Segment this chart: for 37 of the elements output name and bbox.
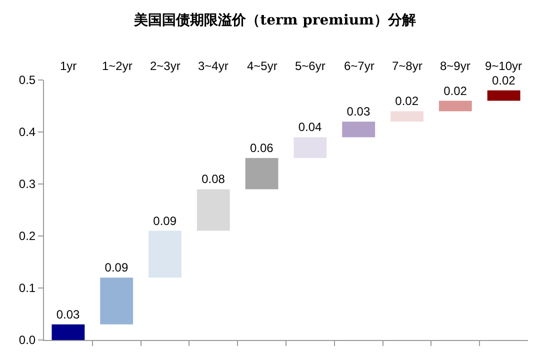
x-tick-label: 8~9yr — [440, 59, 470, 73]
x-tick-label: 7~8yr — [392, 59, 422, 73]
data-label: 0.09 — [104, 260, 128, 275]
x-tick-label: 1yr — [60, 59, 77, 73]
bar — [294, 137, 327, 158]
bar — [52, 324, 85, 340]
y-tick-label: 0.4 — [18, 125, 36, 140]
bar — [148, 230, 182, 278]
y-tick-label: 0.5 — [18, 73, 36, 88]
y-tick-label: 0.2 — [18, 229, 36, 244]
x-tick-label: 3~4yr — [198, 59, 228, 73]
x-tick-label: 5~6yr — [295, 59, 326, 73]
data-label: 0.09 — [153, 214, 177, 228]
bar — [196, 189, 230, 231]
y-tick-label: 0.1 — [18, 281, 36, 296]
x-tick-label: 9~10yr — [485, 59, 522, 73]
bar — [245, 158, 278, 190]
bar — [390, 111, 424, 122]
data-label: 0.08 — [202, 172, 226, 186]
bar — [342, 122, 376, 138]
data-label: 0.02 — [492, 73, 516, 88]
data-label: 0.02 — [444, 84, 468, 98]
x-tick-label: 2~3yr — [150, 59, 180, 73]
x-tick-label: 6~7yr — [344, 59, 374, 73]
chart-title: 美国国债期限溢价（term premium）分解 — [133, 11, 416, 28]
x-tick-label: 4~5yr — [247, 59, 278, 73]
bar — [487, 90, 520, 101]
data-label: 0.04 — [298, 120, 322, 134]
data-label: 0.03 — [346, 104, 370, 119]
bar — [438, 100, 472, 112]
bar — [100, 278, 134, 324]
data-label: 0.06 — [250, 141, 274, 155]
y-tick-label: 0.0 — [18, 333, 36, 348]
data-label: 0.03 — [56, 307, 80, 322]
x-tick-label: 1~2yr — [102, 59, 132, 73]
data-label: 0.02 — [395, 94, 419, 108]
y-tick-label: 0.3 — [18, 177, 36, 192]
